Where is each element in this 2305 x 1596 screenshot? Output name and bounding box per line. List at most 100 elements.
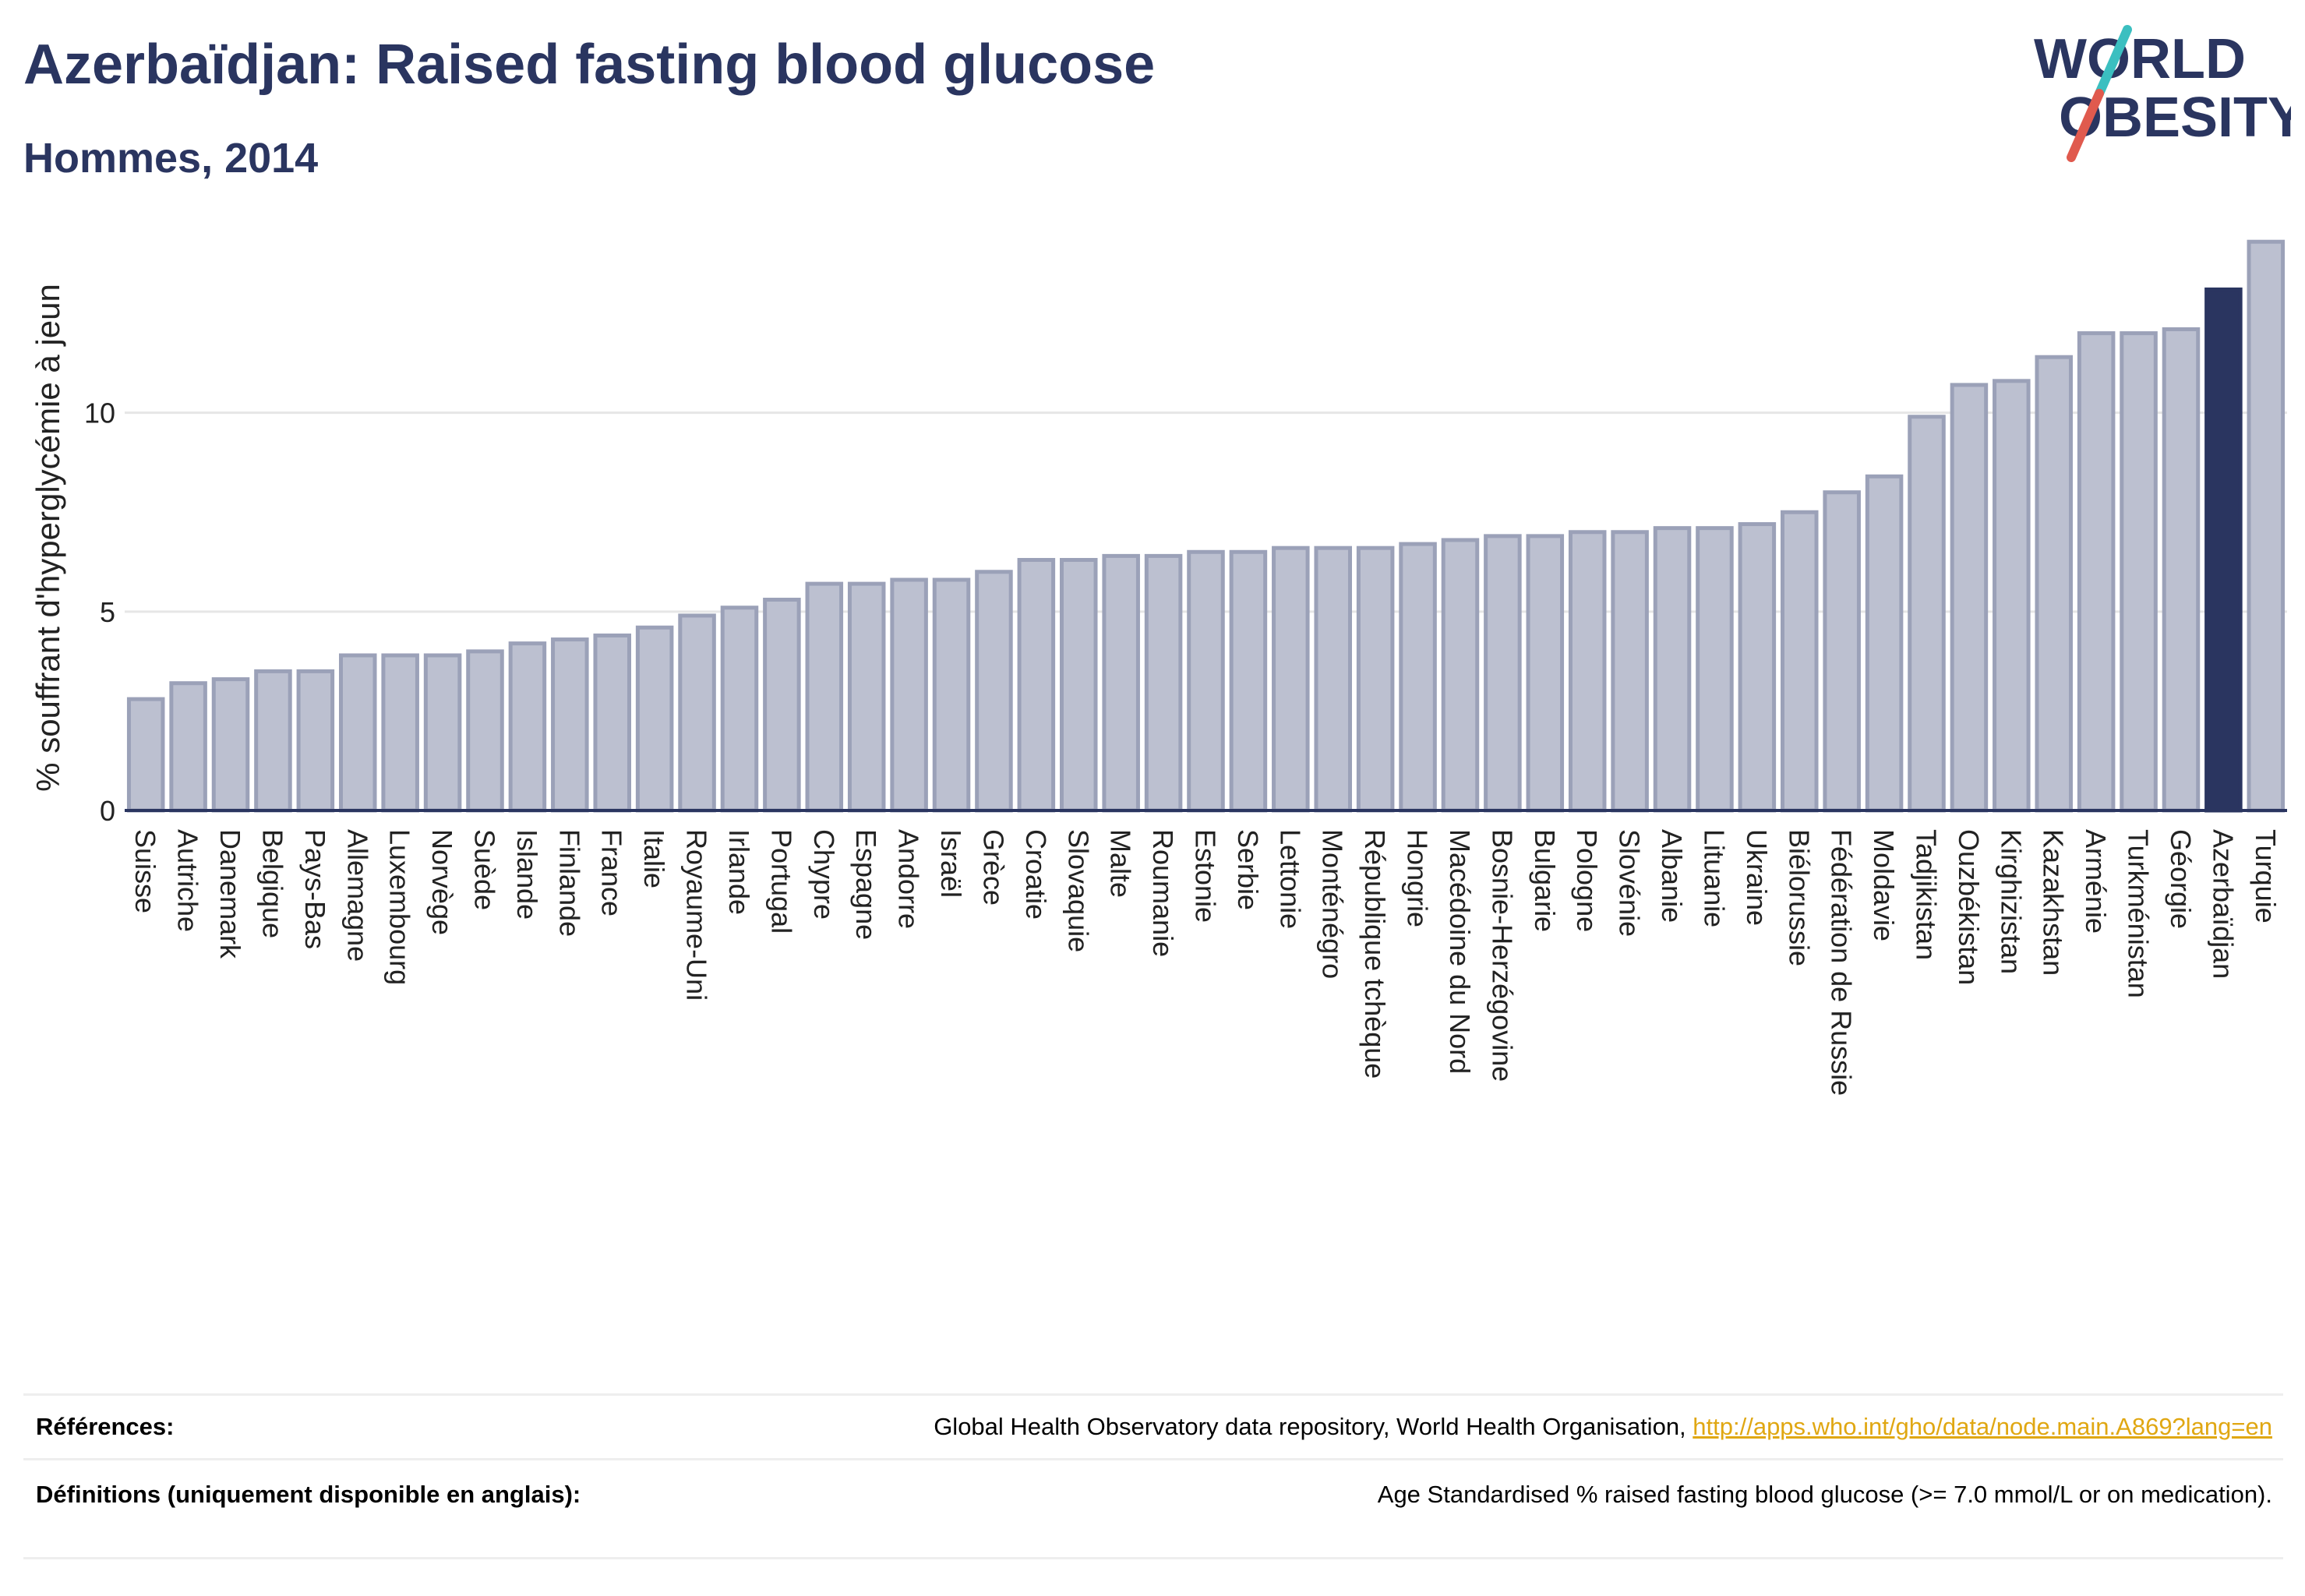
bar (1653, 526, 1692, 813)
references-link[interactable]: http://apps.who.int/gho/data/node.main.A… (1693, 1413, 2272, 1440)
x-tick-label: République tchèque (1359, 829, 1391, 1079)
x-tick-label: Islande (511, 829, 543, 920)
x-tick-label: Pologne (1571, 829, 1603, 932)
definitions-label: Définitions (uniquement disponible en an… (36, 1481, 581, 1508)
bar (2247, 239, 2286, 813)
x-tick-label: Biélorussie (1783, 829, 1815, 966)
bar (1314, 546, 1352, 813)
x-tick-label: Croatie (1020, 829, 1052, 920)
chart-subtitle: Hommes, 2014 (23, 135, 319, 182)
x-tick-label: Moldavie (1868, 829, 1900, 941)
x-tick-label: Monténégro (1317, 829, 1349, 979)
x-tick-label: Lettonie (1274, 829, 1306, 929)
bar (593, 633, 631, 813)
bar (1229, 549, 1268, 813)
logo-slash-red (2067, 89, 2104, 162)
bar (1399, 542, 1437, 813)
x-tick-label: France (596, 829, 628, 916)
bar (1950, 383, 1989, 813)
bar (932, 577, 971, 813)
x-tick-label: Irlande (723, 829, 755, 915)
bar (1272, 546, 1310, 813)
logo-text-world: WORLD (2034, 28, 2246, 90)
x-tick-label: Slovénie (1614, 829, 1646, 937)
bar (2035, 355, 2074, 813)
bar (1568, 530, 1607, 813)
y-tick-label: 10 (84, 397, 115, 429)
bar (339, 653, 377, 813)
x-tick-label: Espagne (850, 829, 882, 940)
y-tick-label: 0 (100, 795, 115, 827)
x-tick-label: Allemagne (341, 829, 373, 962)
bar (763, 598, 801, 813)
x-tick-label: Arménie (2080, 829, 2112, 934)
bar (678, 613, 716, 813)
references-value: Global Health Observatory data repositor… (934, 1410, 2272, 1444)
x-tick-label: Pays-Bas (299, 829, 331, 949)
x-tick-label: Serbie (1232, 829, 1264, 910)
bar (1187, 549, 1225, 813)
bar (2204, 287, 2243, 813)
references-text: Global Health Observatory data repositor… (934, 1413, 1693, 1440)
x-tick-label: Kirghizistan (1995, 829, 2027, 974)
bar (1908, 415, 1946, 813)
x-tick-label: Malte (1105, 829, 1137, 898)
x-tick-label: Chypre (808, 829, 840, 920)
x-tick-label: Fédération de Russie (1826, 829, 1858, 1096)
bar (1356, 546, 1395, 813)
y-axis-label: % souffrant d'hyperglycémie à jeun (30, 284, 66, 792)
bar (847, 581, 886, 813)
y-tick-label: 5 (100, 596, 115, 628)
definitions-text: Age Standardised % raised fasting blood … (1377, 1481, 2272, 1508)
bar (211, 677, 250, 813)
bar-chart: 0 5 10 % souffrant d'hyperglycémie à jeun Su… (30, 239, 2287, 1096)
bar (508, 641, 547, 813)
x-tick-label: Bulgarie (1529, 829, 1561, 932)
x-tick-label: Italie (638, 829, 670, 888)
references-table: Références: Global Health Observatory da… (23, 1393, 2283, 1559)
bar (169, 681, 207, 813)
x-tick-label: Danemark (214, 829, 246, 959)
x-tick-label: Macédoine du Nord (1444, 829, 1476, 1074)
bar (1823, 490, 1861, 813)
bar (1865, 474, 1904, 813)
x-tick-label: Autriche (172, 829, 204, 932)
bar (1484, 534, 1522, 813)
x-tick-label: Géorgie (2165, 829, 2197, 929)
bar (381, 653, 419, 813)
x-tick-label: Tadjikistan (1911, 829, 1943, 960)
x-tick-label: Finlande (553, 829, 585, 937)
x-tick-label: Andorre (893, 829, 925, 929)
bar (2120, 331, 2158, 813)
bar (805, 581, 844, 813)
bar (296, 669, 335, 813)
x-tick-label: Kazakhstan (2038, 829, 2070, 976)
logo-slash-teal (2095, 25, 2132, 98)
bar (975, 570, 1013, 813)
bar (1017, 557, 1056, 813)
bar (1993, 379, 2031, 813)
bar (254, 669, 292, 813)
x-tick-label: Belgique (256, 829, 288, 938)
x-tick-label: Suisse (129, 829, 161, 913)
x-tick-label: Roumanie (1147, 829, 1179, 957)
x-tick-label: Portugal (765, 829, 797, 934)
bar (423, 653, 462, 813)
x-tick-label: Albanie (1656, 829, 1688, 923)
bar (635, 625, 674, 813)
bar (1144, 553, 1183, 813)
x-tick-label: Bosnie-Herzégovine (1486, 829, 1518, 1082)
bar (1441, 538, 1480, 813)
bar (2162, 327, 2201, 813)
x-tick-label: Turquie (2250, 829, 2282, 923)
references-label: Références: (36, 1413, 175, 1440)
x-tick-label: Lituanie (1698, 829, 1730, 927)
x-tick-label: Slovaquie (1062, 829, 1094, 952)
x-tick-label: Turkménistan (2123, 829, 2155, 998)
world-obesity-logo: WORLD OBESITY (2034, 25, 2291, 162)
x-tick-label: Israël (935, 829, 967, 898)
x-tick-label: Estonie (1190, 829, 1222, 923)
bar (2077, 331, 2116, 813)
bar (720, 606, 759, 813)
chart-title: Azerbaïdjan: Raised fasting blood glucos… (23, 34, 1156, 96)
